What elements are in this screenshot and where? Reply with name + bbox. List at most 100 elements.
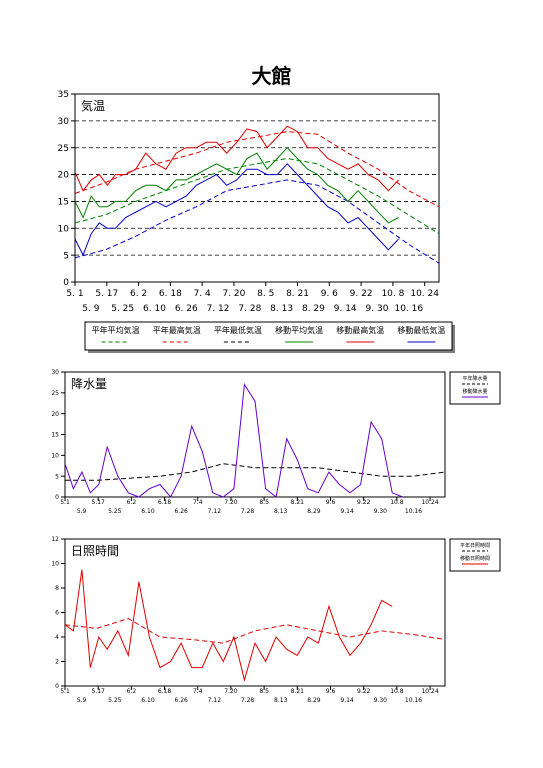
legend-label: 移動最低気温 — [397, 325, 445, 335]
x-tick-label: 10.24 — [421, 688, 438, 695]
x-tick-label: 6.26 — [174, 697, 188, 704]
x-tick-label: 8. 5 — [257, 289, 274, 299]
series-line-0 — [74, 157, 440, 235]
x-tick-label: 7.12 — [208, 697, 222, 704]
legend-label: 平年降水量 — [462, 375, 487, 382]
x-tick-label: 6. 10 — [143, 304, 166, 314]
x-tick-label: 5.25 — [108, 697, 122, 704]
y-tick-label: 25 — [58, 144, 69, 154]
x-tick-label: 8.29 — [307, 508, 321, 515]
y-tick-label: 0 — [55, 494, 59, 501]
x-tick-label: 5.9 — [77, 508, 87, 515]
legend-box — [84, 321, 453, 351]
x-tick-label: 5.25 — [108, 508, 122, 515]
x-tick-label: 5. 9 — [82, 304, 99, 314]
legend-box — [449, 371, 501, 405]
x-tick-label: 9.30 — [374, 697, 388, 704]
y-tick-label: 12 — [51, 536, 59, 543]
x-tick-label: 5. 25 — [111, 304, 134, 314]
x-tick-label: 9.14 — [340, 697, 354, 704]
x-tick-label: 8. 13 — [270, 304, 293, 314]
x-tick-label: 9. 14 — [334, 304, 357, 314]
x-tick-label: 7. 12 — [207, 304, 230, 314]
x-tick-label: 9.30 — [374, 508, 388, 515]
y-tick-label: 15 — [51, 432, 59, 439]
x-tick-label: 6. 18 — [159, 289, 182, 299]
x-tick-label: 9. 6 — [321, 289, 338, 299]
series-line-1 — [64, 569, 393, 682]
x-tick-label: 6.18 — [158, 688, 172, 695]
x-tick-label: 6.10 — [141, 508, 155, 515]
y-tick-label: 15 — [58, 198, 69, 208]
x-tick-label: 9. 22 — [350, 289, 373, 299]
legend-label: 移動最高気温 — [336, 325, 384, 335]
x-tick-label: 6.26 — [174, 508, 188, 515]
plot-frame — [64, 538, 446, 687]
x-tick-label: 7.28 — [241, 697, 255, 704]
x-tick-label: 10.24 — [421, 499, 438, 506]
x-tick-label: 7.4 — [193, 499, 203, 506]
x-tick-label: 7.28 — [241, 508, 255, 515]
x-tick-label: 9.14 — [340, 508, 354, 515]
y-tick-label: 10 — [51, 452, 59, 459]
x-tick-label: 5.1 — [60, 499, 70, 506]
plot-frame — [74, 93, 440, 283]
x-tick-label: 8.13 — [274, 697, 288, 704]
y-tick-label: 35 — [58, 90, 69, 100]
x-tick-label: 7.4 — [193, 688, 203, 695]
x-tick-label: 8. 29 — [302, 304, 325, 314]
x-tick-label: 8. 21 — [286, 289, 309, 299]
x-tick-label: 5.9 — [77, 697, 87, 704]
y-tick-label: 20 — [58, 171, 70, 181]
x-tick-label: 8.5 — [259, 499, 269, 506]
y-tick-label: 5 — [63, 251, 69, 261]
series-line-2 — [74, 179, 440, 264]
legend-label: 移動日照時間 — [460, 555, 490, 562]
y-tick-label: 30 — [58, 117, 70, 127]
x-tick-label: 5.17 — [92, 499, 106, 506]
chart-0: 0 5 10 15 20 25 30 35 5. 1 5. 17 6. 2 6. 18 7. 4 7. 2… — [58, 90, 455, 353]
x-tick-label: 7.12 — [208, 508, 222, 515]
x-tick-label: 7. 20 — [222, 289, 245, 299]
chart-title: 気温 — [81, 98, 105, 113]
x-tick-label: 6. 2 — [130, 289, 147, 299]
chart-title: 降水量 — [71, 377, 107, 391]
y-tick-label: 20 — [51, 411, 59, 418]
chart-1: 0 5 10 15 20 25 30 5.1 5.17 6.2 6.18 7.4 7.20 8.5 8.21… — [51, 369, 501, 515]
x-tick-label: 10.8 — [390, 499, 404, 506]
chart-title: 日照時間 — [71, 544, 119, 558]
x-tick-label: 8.29 — [307, 697, 321, 704]
x-tick-label: 9.22 — [357, 688, 371, 695]
x-tick-label: 7. 4 — [194, 289, 211, 299]
legend-label: 平年平均気温 — [92, 325, 140, 335]
series-line-3 — [74, 146, 399, 224]
x-tick-label: 10.8 — [390, 688, 404, 695]
x-tick-label: 7.20 — [224, 499, 238, 506]
legend-label: 移動降水量 — [462, 388, 487, 395]
x-tick-label: 9.6 — [326, 499, 336, 506]
x-tick-label: 10.16 — [405, 508, 422, 515]
x-tick-label: 7.20 — [224, 688, 238, 695]
series-line-4 — [74, 125, 399, 192]
x-tick-label: 9. 30 — [366, 304, 389, 314]
x-tick-label: 8.21 — [291, 499, 305, 506]
x-tick-label: 8.13 — [274, 508, 288, 515]
series-line-5 — [74, 163, 399, 257]
x-tick-label: 6.2 — [127, 688, 137, 695]
x-tick-label: 6. 26 — [175, 304, 198, 314]
y-tick-label: 30 — [51, 369, 59, 376]
x-tick-label: 5. 17 — [95, 289, 118, 299]
legend-label: 平年最低気温 — [214, 325, 262, 335]
x-tick-label: 10.16 — [405, 697, 422, 704]
page-title: 大館 — [251, 64, 292, 88]
legend-label: 平年最高気温 — [153, 325, 201, 335]
x-tick-label: 9.6 — [326, 688, 336, 695]
x-tick-label: 9.22 — [357, 499, 371, 506]
legend-label: 平年日照時間 — [460, 542, 490, 549]
y-tick-label: 0 — [63, 278, 69, 288]
series-line-1 — [64, 383, 403, 498]
y-tick-label: 2 — [55, 659, 59, 666]
x-tick-label: 5. 1 — [66, 289, 83, 299]
x-tick-label: 5.1 — [60, 688, 70, 695]
